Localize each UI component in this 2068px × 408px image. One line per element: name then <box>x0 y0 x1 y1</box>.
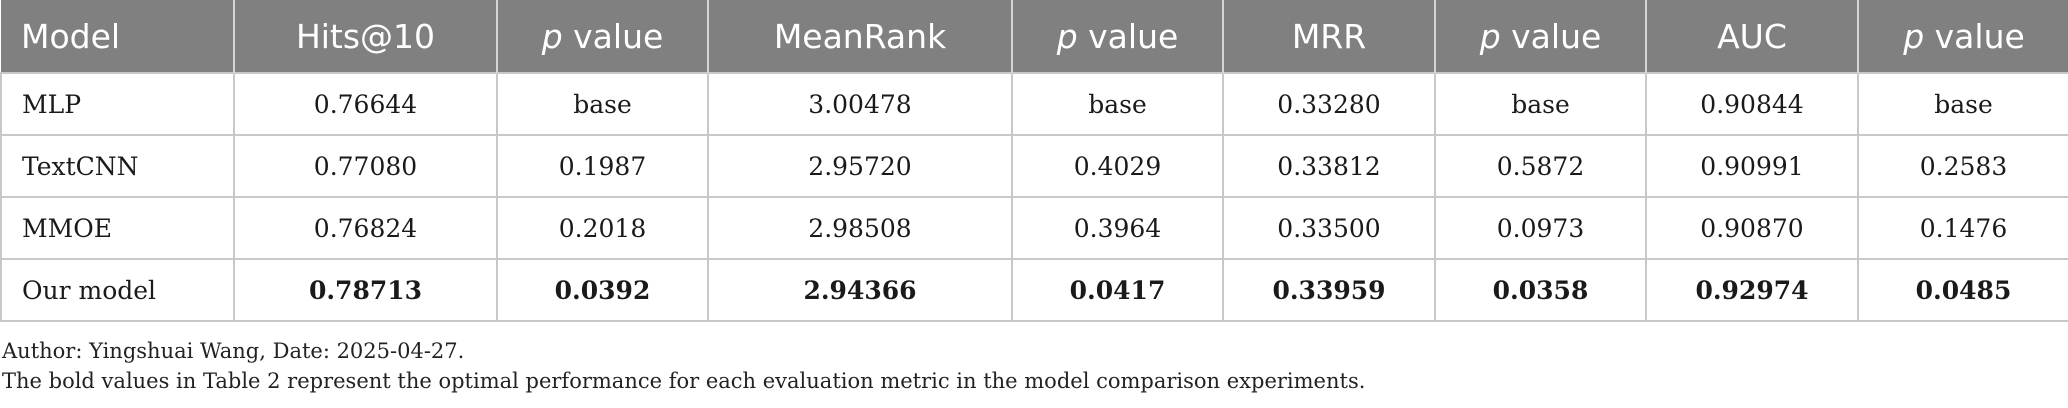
results-table: Model Hits@10 p value MeanRank p value M… <box>0 0 2068 322</box>
table-row: MLP 0.76644 base 3.00478 base 0.33280 ba… <box>0 72 2068 136</box>
table-cell: MLP <box>0 72 235 136</box>
header-row: Model Hits@10 p value MeanRank p value M… <box>1 0 2068 73</box>
author-note: Author: Yingshuai Wang, Date: 2025-04-27… <box>2 339 465 363</box>
header-auc: AUC <box>1645 0 1858 73</box>
table-cell: base <box>496 72 709 136</box>
table-cell: 0.76644 <box>233 72 498 136</box>
table-cell: 0.2583 <box>1857 134 2068 198</box>
table-cell-bold: 0.0392 <box>496 258 709 322</box>
table-cell-bold: 0.78713 <box>233 258 498 322</box>
table-cell: 0.2018 <box>496 196 709 260</box>
table-cell: 0.3964 <box>1011 196 1224 260</box>
table-row-best: Our model 0.78713 0.0392 2.94366 0.0417 … <box>0 258 2068 322</box>
bold-values-note: The bold values in Table 2 represent the… <box>2 369 1366 393</box>
table-cell-bold: 0.92974 <box>1645 258 1859 322</box>
table-cell: 3.00478 <box>707 72 1013 136</box>
table-cell: 0.90844 <box>1645 72 1859 136</box>
header-p-value: p value <box>1434 0 1646 73</box>
header-hits10: Hits@10 <box>233 0 497 73</box>
table-cell: 2.98508 <box>707 196 1013 260</box>
table-header: Model Hits@10 p value MeanRank p value M… <box>1 0 2068 73</box>
header-p-value: p value <box>496 0 708 73</box>
table-cell: 0.0973 <box>1434 196 1647 260</box>
table-cell: 2.95720 <box>707 134 1013 198</box>
table-cell: 0.76824 <box>233 196 498 260</box>
table-notes: Author: Yingshuai Wang, Date: 2025-04-27… <box>2 336 1365 396</box>
table-cell: 0.33812 <box>1222 134 1436 198</box>
table-cell: 0.77080 <box>233 134 498 198</box>
table-cell-bold: 0.0485 <box>1857 258 2068 322</box>
table-cell: 0.90870 <box>1645 196 1859 260</box>
table-cell-bold: 0.33959 <box>1222 258 1436 322</box>
table-cell: 0.90991 <box>1645 134 1859 198</box>
table-cell: MMOE <box>0 196 235 260</box>
table-row: MMOE 0.76824 0.2018 2.98508 0.3964 0.335… <box>0 196 2068 260</box>
header-p-value: p value <box>1857 0 2068 73</box>
table-cell: base <box>1434 72 1647 136</box>
table-cell: Our model <box>0 258 235 322</box>
table-cell: 0.1987 <box>496 134 709 198</box>
table-cell: 0.33500 <box>1222 196 1436 260</box>
table-cell: 0.4029 <box>1011 134 1224 198</box>
table-cell: base <box>1857 72 2068 136</box>
table-body: MLP 0.76644 base 3.00478 base 0.33280 ba… <box>0 72 2068 322</box>
table-cell-bold: 2.94366 <box>707 258 1013 322</box>
table-cell: base <box>1011 72 1224 136</box>
table-cell: 0.33280 <box>1222 72 1436 136</box>
header-meanrank: MeanRank <box>707 0 1012 73</box>
table-cell: 0.5872 <box>1434 134 1647 198</box>
table-cell: TextCNN <box>0 134 235 198</box>
header-p-value: p value <box>1011 0 1223 73</box>
header-model: Model <box>1 0 234 73</box>
table-row: TextCNN 0.77080 0.1987 2.95720 0.4029 0.… <box>0 134 2068 198</box>
header-mrr: MRR <box>1222 0 1435 73</box>
table-cell-bold: 0.0358 <box>1434 258 1647 322</box>
table-cell-bold: 0.0417 <box>1011 258 1224 322</box>
table-cell: 0.1476 <box>1857 196 2068 260</box>
